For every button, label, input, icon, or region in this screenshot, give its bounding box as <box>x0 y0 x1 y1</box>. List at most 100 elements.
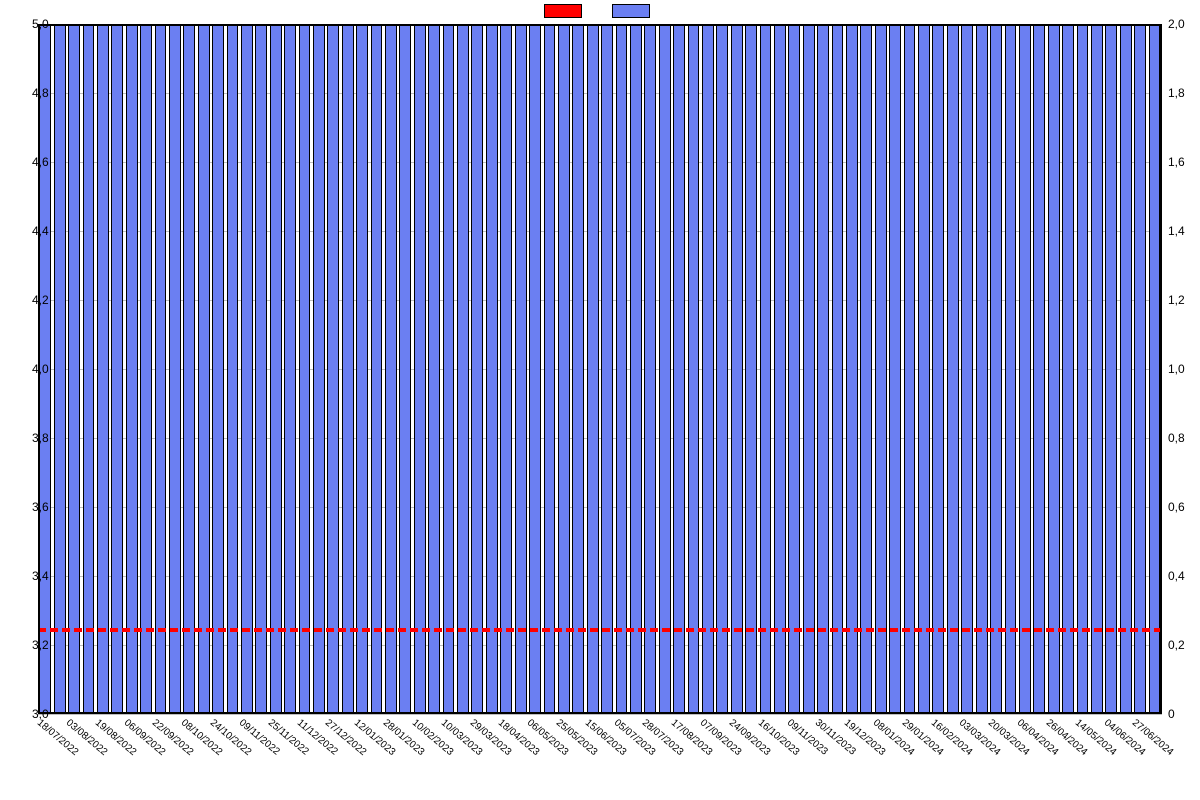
bar <box>1077 24 1089 714</box>
bar-slot <box>1046 24 1060 714</box>
bar-slot <box>153 24 167 714</box>
bar-slot <box>413 24 427 714</box>
bar <box>327 24 339 714</box>
bar <box>414 24 426 714</box>
bar <box>299 24 311 714</box>
bar-slot <box>81 24 95 714</box>
bar <box>443 24 455 714</box>
bar-slot <box>542 24 556 714</box>
bar <box>212 24 224 714</box>
bar <box>587 24 599 714</box>
ytick-right: 1,4 <box>1168 225 1185 237</box>
bar <box>544 24 556 714</box>
bar <box>673 24 685 714</box>
bar-slot <box>470 24 484 714</box>
bar-slot <box>211 24 225 714</box>
bar-slot <box>1061 24 1075 714</box>
bar <box>947 24 959 714</box>
bar-slot <box>917 24 931 714</box>
ytick-right: 1,6 <box>1168 156 1185 168</box>
legend-swatch-bar <box>612 4 650 18</box>
bar-slot <box>902 24 916 714</box>
bar-slot <box>283 24 297 714</box>
bar-slot <box>1032 24 1046 714</box>
bar <box>1048 24 1060 714</box>
bar <box>875 24 887 714</box>
bar-slot <box>874 24 888 714</box>
bar-slot <box>629 24 643 714</box>
bar <box>976 24 988 714</box>
bar-slot <box>499 24 513 714</box>
ytick-right: 1,8 <box>1168 87 1185 99</box>
bar <box>1134 24 1146 714</box>
bar <box>558 24 570 714</box>
bar-slot <box>384 24 398 714</box>
bar <box>486 24 498 714</box>
ytick-right: 1,0 <box>1168 363 1185 375</box>
bar <box>1062 24 1074 714</box>
bar-slot <box>341 24 355 714</box>
bar <box>471 24 483 714</box>
bar <box>644 24 656 714</box>
bar <box>457 24 469 714</box>
bar <box>371 24 383 714</box>
bar-slot <box>859 24 873 714</box>
bar-slot <box>960 24 974 714</box>
bar-slot <box>816 24 830 714</box>
bar-slot <box>1075 24 1089 714</box>
bar-slot <box>802 24 816 714</box>
bar-slot <box>168 24 182 714</box>
bar-slot <box>557 24 571 714</box>
bar-slot <box>744 24 758 714</box>
bar <box>284 24 296 714</box>
bar <box>126 24 138 714</box>
bar-slot <box>614 24 628 714</box>
bar-slot <box>1104 24 1118 714</box>
bar-slot <box>398 24 412 714</box>
ytick-right: 0,8 <box>1168 432 1185 444</box>
bar-slot <box>672 24 686 714</box>
bar-slot <box>52 24 66 714</box>
bar <box>616 24 628 714</box>
bar <box>961 24 973 714</box>
bar <box>183 24 195 714</box>
bar-slot <box>139 24 153 714</box>
legend-item-line <box>544 4 588 18</box>
bar-slot <box>326 24 340 714</box>
bar <box>515 24 527 714</box>
bar-slot <box>124 24 138 714</box>
bar <box>731 24 743 714</box>
plot-area: 18/07/202203/08/202219/08/202206/09/2022… <box>38 24 1162 714</box>
ytick-right: 0 <box>1168 708 1175 720</box>
bar-slot <box>657 24 671 714</box>
bar-slot <box>989 24 1003 714</box>
bar <box>241 24 253 714</box>
bar-slot <box>686 24 700 714</box>
bar <box>111 24 123 714</box>
bar-slot <box>773 24 787 714</box>
bar <box>83 24 95 714</box>
bar-slot <box>254 24 268 714</box>
bar <box>1149 24 1161 714</box>
chart-container: 18/07/202203/08/202219/08/202206/09/2022… <box>0 0 1200 800</box>
bar <box>889 24 901 714</box>
bar <box>572 24 584 714</box>
bar-slot <box>715 24 729 714</box>
line-series <box>38 628 1162 632</box>
bar-slot <box>600 24 614 714</box>
bar-series <box>38 24 1162 714</box>
bar-slot <box>1147 24 1161 714</box>
gridline <box>38 714 1162 715</box>
bar <box>227 24 239 714</box>
bar-slot <box>67 24 81 714</box>
bar-slot <box>96 24 110 714</box>
bar <box>630 24 642 714</box>
bar-slot <box>355 24 369 714</box>
bar-slot <box>369 24 383 714</box>
bar <box>860 24 872 714</box>
bar <box>529 24 541 714</box>
ytick-right: 1,2 <box>1168 294 1185 306</box>
bar-slot <box>845 24 859 714</box>
bar <box>313 24 325 714</box>
bar <box>1019 24 1031 714</box>
